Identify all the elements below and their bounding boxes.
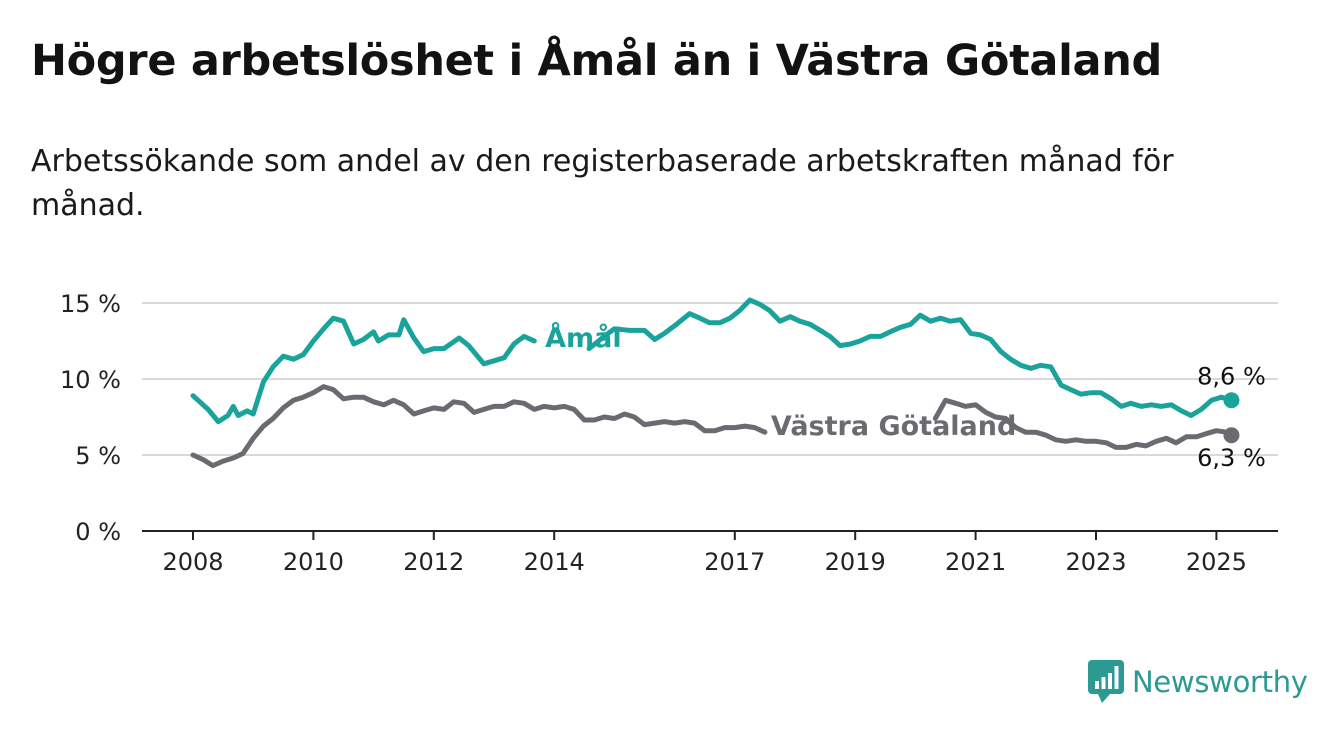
end-value-vastra-gotaland: 6,3 % <box>1197 444 1266 472</box>
series-lines <box>190 297 1234 469</box>
y-tick-label: 15 % <box>60 290 121 318</box>
x-tick-label: 2025 <box>1186 548 1247 576</box>
series-label-amal: Åmål <box>545 322 622 354</box>
chart-title: Högre arbetslöshet i Åmål än i Västra Gö… <box>31 36 1163 86</box>
x-tick-label: 2017 <box>704 548 765 576</box>
gridlines <box>142 302 1278 532</box>
chart-subtitle: Arbetssökande som andel av den registerb… <box>31 144 1174 223</box>
end-point-vastra-gotaland <box>1223 427 1240 444</box>
series-line-amal-0 <box>190 315 537 425</box>
series-line-vastra-gotaland-2 <box>190 384 768 469</box>
x-tick-label: 2021 <box>945 548 1006 576</box>
newsworthy-logo-icon <box>1088 660 1124 703</box>
end-value-amal: 8,6 % <box>1197 362 1266 390</box>
y-tick-label: 10 % <box>60 366 121 394</box>
x-tick-label: 2008 <box>162 548 223 576</box>
x-tick-label: 2019 <box>825 548 886 576</box>
x-tick-label: 2010 <box>283 548 344 576</box>
series-line-amal-1 <box>586 297 1234 418</box>
y-tick-label: 5 % <box>75 442 121 470</box>
end-point-amal <box>1223 392 1240 409</box>
brand-logo: Newsworthy <box>1088 660 1308 704</box>
x-axis-ticks: 2008 2010 2012 2014 2017 2019 2021 2023 2025 <box>162 531 1247 576</box>
y-tick-label: 0 % <box>75 518 121 546</box>
x-tick-label: 2014 <box>524 548 585 576</box>
series-line-vastra-gotaland-3 <box>932 397 1234 450</box>
y-axis-ticks: 0 % 5 % 10 % 15 % <box>60 290 121 546</box>
brand-name: Newsworthy <box>1132 665 1308 699</box>
x-tick-label: 2012 <box>403 548 464 576</box>
x-tick-label: 2023 <box>1065 548 1126 576</box>
series-label-vastra-gotaland: Västra Götaland <box>771 411 1016 442</box>
